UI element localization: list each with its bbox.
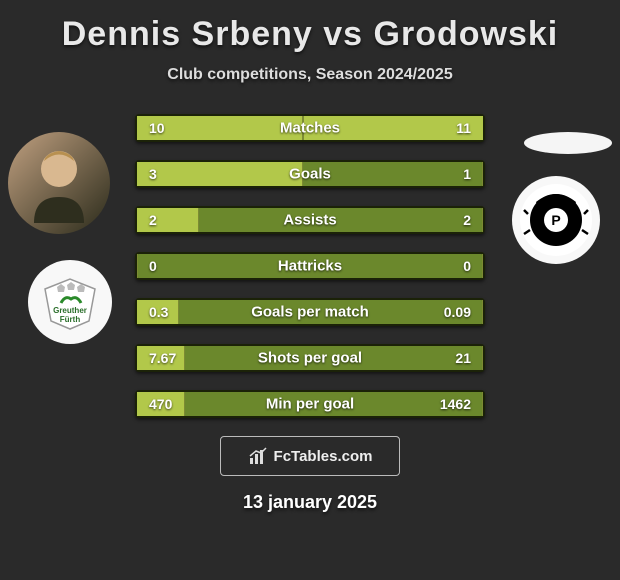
- person-silhouette-icon: [24, 143, 94, 223]
- stat-bar: 7.67 21 Shots per goal: [135, 344, 485, 372]
- stat-label: Hattricks: [278, 258, 342, 275]
- date-label: 13 january 2025: [0, 492, 620, 513]
- club-crest-icon: P: [518, 182, 594, 258]
- svg-text:Fürth: Fürth: [60, 315, 81, 324]
- stat-left-value: 0: [149, 258, 157, 274]
- stat-label: Goals per match: [251, 304, 369, 321]
- stat-bar: 2 2 Assists: [135, 206, 485, 234]
- stat-right-value: 21: [455, 350, 471, 366]
- page-title: Dennis Srbeny vs Grodowski: [0, 15, 620, 54]
- bar-right-fill: [482, 392, 483, 416]
- player-left-avatar: [8, 132, 110, 234]
- player-left-club-logo: Greuther Fürth: [28, 260, 112, 344]
- stat-right-value: 11: [456, 120, 471, 136]
- stat-left-value: 0.3: [149, 304, 168, 320]
- stat-left-value: 470: [149, 396, 172, 412]
- stat-left-value: 3: [149, 166, 157, 182]
- infographic-container: Dennis Srbeny vs Grodowski Club competit…: [0, 0, 620, 580]
- stat-label: Assists: [283, 212, 336, 229]
- subtitle: Club competitions, Season 2024/2025: [0, 66, 620, 84]
- stat-right-value: 2: [463, 212, 471, 228]
- player-right-avatar: [524, 132, 612, 154]
- stat-label: Shots per goal: [258, 350, 362, 367]
- bar-right-fill: [482, 300, 483, 324]
- bar-left-fill: [137, 208, 199, 232]
- stat-bar: 0.3 0.09 Goals per match: [135, 298, 485, 326]
- stat-label: Matches: [280, 120, 340, 137]
- bar-right-fill: [482, 254, 483, 278]
- stat-left-value: 2: [149, 212, 157, 228]
- stat-label: Min per goal: [266, 396, 354, 413]
- bar-left-fill: [137, 162, 303, 186]
- stat-bar: 3 1 Goals: [135, 160, 485, 188]
- stat-right-value: 1: [463, 166, 471, 182]
- bar-right-fill: [482, 346, 483, 370]
- stat-left-value: 7.67: [149, 350, 176, 366]
- svg-text:Greuther: Greuther: [53, 306, 87, 315]
- chart-icon: [248, 446, 268, 466]
- stat-label: Goals: [289, 166, 331, 183]
- player-right-club-logo: P: [512, 176, 600, 264]
- brand-text: FcTables.com: [274, 448, 373, 465]
- brand-badge: FcTables.com: [220, 436, 400, 476]
- stat-bar: 10 11 Matches: [135, 114, 485, 142]
- stat-right-value: 1462: [440, 396, 471, 412]
- content-area: Greuther Fürth P 10 11 Matches 3 1 Goals 2 2 Ass…: [0, 114, 620, 513]
- bar-left-fill: [137, 254, 138, 278]
- svg-text:P: P: [551, 212, 560, 228]
- stat-bar: 470 1462 Min per goal: [135, 390, 485, 418]
- club-crest-icon: Greuther Fürth: [41, 273, 99, 331]
- stat-right-value: 0.09: [444, 304, 471, 320]
- comparison-bars: 10 11 Matches 3 1 Goals 2 2 Assists 0 0 Hattricks 0.…: [135, 114, 485, 418]
- bar-right-fill: [482, 162, 483, 186]
- bar-right-fill: [482, 208, 483, 232]
- stat-left-value: 10: [149, 120, 165, 136]
- stat-right-value: 0: [463, 258, 471, 274]
- stat-bar: 0 0 Hattricks: [135, 252, 485, 280]
